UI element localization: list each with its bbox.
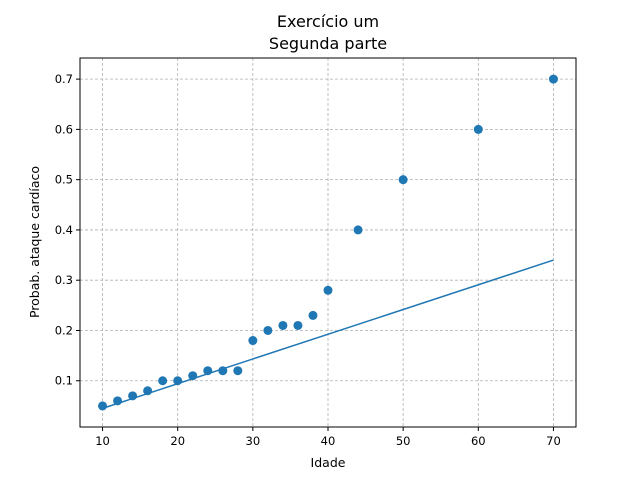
scatter-point: [128, 391, 138, 401]
scatter-point: [98, 401, 108, 411]
scatter-point: [278, 320, 288, 330]
chart-title-line2: Segunda parte: [269, 34, 387, 53]
scatter-point: [263, 325, 273, 335]
scatter-point: [248, 336, 258, 346]
x-axis-ticks: 10 20 30 40 50 60 70: [95, 427, 561, 448]
x-tick-label: 60: [471, 434, 486, 448]
scatter-point: [158, 376, 168, 386]
y-axis-label: Probab. ataque cardíaco: [27, 166, 42, 318]
scatter-point: [473, 124, 483, 134]
y-axis-ticks: 0.1 0.2 0.3 0.4 0.5 0.6 0.7: [55, 72, 80, 388]
scatter-point: [548, 74, 558, 84]
scatter-point: [113, 396, 123, 406]
scatter-point: [218, 366, 228, 376]
scatter-point: [173, 376, 183, 386]
x-tick-label: 30: [246, 434, 261, 448]
x-tick-label: 70: [546, 434, 561, 448]
scatter-point: [203, 366, 213, 376]
scatter-point: [143, 386, 153, 396]
fit-line-layer: [102, 259, 554, 410]
y-tick-label: 0.3: [55, 273, 73, 287]
x-tick-label: 50: [396, 434, 411, 448]
x-tick-label: 20: [170, 434, 185, 448]
y-tick-label: 0.7: [55, 72, 73, 86]
scatter-point: [233, 366, 243, 376]
scatter-point: [353, 225, 363, 235]
y-tick-label: 0.6: [55, 122, 73, 136]
x-axis-label: Idade: [311, 455, 346, 470]
y-tick-label: 0.1: [55, 374, 73, 388]
x-tick-label: 10: [95, 434, 110, 448]
grid-lines: [80, 58, 576, 427]
y-tick-label: 0.5: [55, 173, 73, 187]
scatter-point: [188, 371, 198, 381]
scatter-point: [293, 320, 303, 330]
scatter-point: [308, 310, 318, 320]
y-tick-label: 0.2: [55, 323, 73, 337]
x-tick-label: 40: [321, 434, 336, 448]
y-tick-label: 0.4: [55, 223, 73, 237]
scatter-point: [323, 285, 333, 295]
fit-line: [102, 259, 554, 410]
chart-title-line1: Exercício um: [277, 12, 379, 31]
scatter-point: [398, 175, 408, 185]
scatter-points: [98, 74, 558, 411]
